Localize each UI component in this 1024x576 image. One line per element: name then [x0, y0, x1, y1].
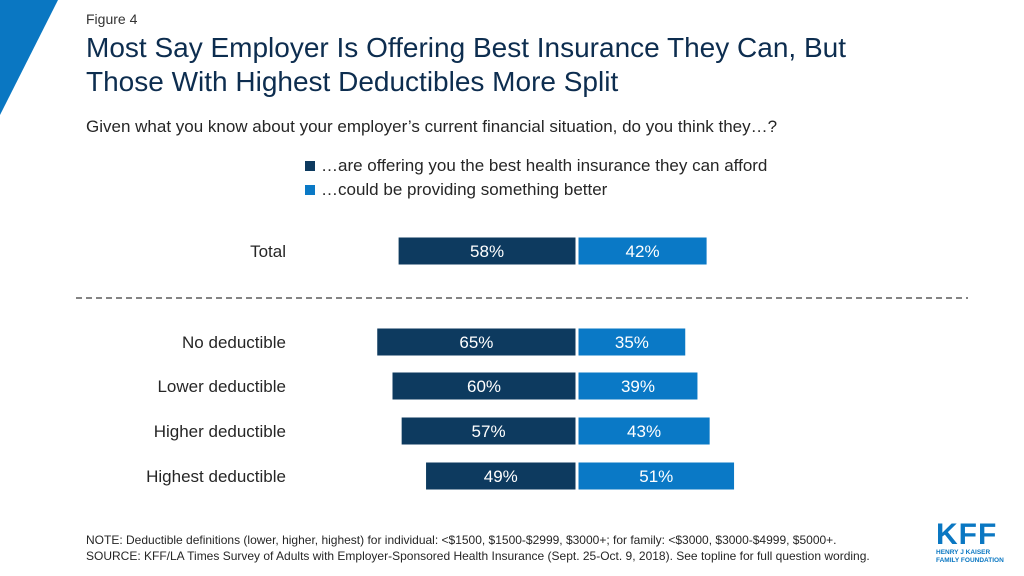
data-label-series-1: 58%	[470, 242, 504, 261]
data-label-series-1: 60%	[467, 377, 501, 396]
bar-series-2	[578, 237, 707, 265]
data-label-series-2: 42%	[626, 242, 660, 261]
chart-title-line-2: Those With Highest Deductibles More Spli…	[86, 66, 619, 97]
bar-series-2	[578, 417, 710, 445]
bar-series-1	[426, 462, 576, 490]
data-label-series-1: 49%	[484, 467, 518, 486]
logo-mark: KFF	[936, 518, 998, 551]
legend-swatch-series-2	[305, 185, 315, 195]
source-text: SOURCE: KFF/LA Times Survey of Adults wi…	[86, 549, 870, 563]
legend-item-series-1: …are offering you the best health insura…	[305, 154, 767, 178]
chart-title-line-1: Most Say Employer Is Offering Best Insur…	[86, 32, 846, 63]
bar-series-1	[392, 372, 576, 400]
kff-logo: KFF HENRY J KAISER FAMILY FOUNDATION	[936, 518, 1012, 564]
chart-notes: NOTE: Deductible definitions (lower, hig…	[86, 532, 870, 564]
data-label-series-2: 35%	[615, 333, 649, 352]
legend-item-series-2: …could be providing something better	[305, 178, 767, 202]
chart-title: Most Say Employer Is Offering Best Insur…	[86, 31, 986, 99]
data-label-series-1: 57%	[472, 422, 506, 441]
legend-label-series-2: …could be providing something better	[321, 180, 608, 199]
logo-line-1: HENRY J KAISER	[936, 549, 991, 556]
category-label: Total	[250, 242, 286, 261]
corner-accent-triangle	[0, 0, 58, 115]
data-label-series-2: 43%	[627, 422, 661, 441]
bar-series-2	[578, 372, 698, 400]
category-label: Lower deductible	[157, 377, 286, 396]
bar-series-1	[377, 328, 576, 356]
figure-label: Figure 4	[86, 11, 138, 27]
data-label-series-2: 51%	[639, 467, 673, 486]
chart-subtitle: Given what you know about your employer’…	[86, 117, 778, 136]
bar-series-2	[578, 328, 686, 356]
legend-swatch-series-1	[305, 161, 315, 171]
bar-series-1	[398, 237, 576, 265]
category-label: No deductible	[182, 333, 286, 352]
data-label-series-1: 65%	[459, 333, 493, 352]
legend: …are offering you the best health insura…	[305, 154, 767, 202]
category-label: Highest deductible	[146, 467, 286, 486]
legend-label-series-1: …are offering you the best health insura…	[321, 156, 768, 175]
note-text: NOTE: Deductible definitions (lower, hig…	[86, 533, 837, 547]
bar-series-2	[578, 462, 735, 490]
logo-line-2: FAMILY FOUNDATION	[936, 556, 1004, 564]
bar-series-1	[401, 417, 576, 445]
category-label: Higher deductible	[154, 422, 286, 441]
data-label-series-2: 39%	[621, 377, 655, 396]
